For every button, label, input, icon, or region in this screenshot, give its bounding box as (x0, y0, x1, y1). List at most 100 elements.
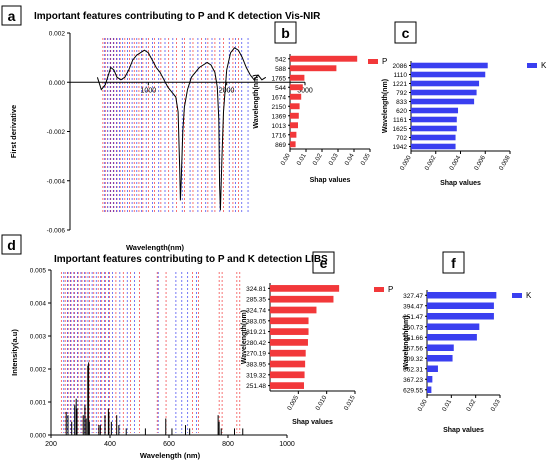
a-x-tick-label-1: 2000 (219, 87, 235, 94)
b-bar-5 (290, 103, 300, 110)
e-category-label-4: 819.21 (246, 329, 266, 336)
b-category-label-0: 542 (275, 56, 286, 63)
f-category-label-3: 250.73 (403, 324, 423, 331)
f-x-tick-label-0: 0.00 (417, 398, 429, 413)
c-category-label-1: 1110 (394, 72, 408, 79)
b-category-label-5: 2150 (272, 104, 287, 111)
b-category-label-9: 869 (275, 142, 286, 149)
f-bar-7 (427, 365, 438, 373)
c-bar-0 (411, 62, 488, 69)
b-x-tick-label-1: 0.01 (296, 152, 308, 167)
a-spectrum-line (96, 47, 267, 211)
e-bar-5 (270, 339, 308, 346)
e-category-label-8: 319.32 (246, 372, 266, 379)
b-bar-9 (290, 141, 296, 148)
e-bar-2 (270, 306, 317, 314)
e-legend-swatch (374, 287, 384, 292)
a-x-tick-label-0: 1000 (141, 87, 157, 94)
svg-text:f: f (451, 255, 456, 271)
a-x-axis-label: Wavelength(nm) (126, 243, 185, 252)
f-category-label-1: 394.47 (403, 303, 423, 310)
e-category-label-5: 280.42 (246, 340, 266, 347)
b-bar-1 (290, 65, 337, 72)
e-x-tick-label-0: 0.005 (286, 394, 300, 412)
f-bar-8 (427, 375, 433, 383)
c-category-label-4: 833 (396, 99, 407, 106)
charts-layer: 0.002 0.000 -0.002 -0.004 -0.006 1000 2000 3000… (9, 31, 547, 461)
b-category-label-3: 544 (275, 85, 286, 92)
b-bar-2 (290, 74, 305, 81)
f-bar-4 (427, 333, 477, 341)
c-legend-swatch (527, 63, 537, 68)
f-category-label-6: 309.32 (403, 356, 423, 363)
a-y-tick-label-0: 0.002 (49, 31, 66, 38)
e-bar-3 (270, 317, 309, 325)
panel-label-f: f (442, 251, 465, 274)
d-y-tick-label-0: 0.000 (30, 433, 47, 440)
c-x-tick-label-3: 0.006 (473, 154, 487, 172)
a-y-axis-label: First derivative (9, 105, 18, 158)
f-bar-1 (427, 302, 494, 310)
e-bar-4 (270, 328, 309, 335)
c-bar-5 (411, 107, 459, 114)
e-category-label-0: 324.81 (246, 286, 266, 293)
e-category-label-2: 324.74 (246, 308, 266, 315)
e-category-label-7: 383.95 (246, 362, 266, 369)
c-bar-1 (411, 71, 486, 78)
b-x-tick-label-0: 0.00 (280, 152, 292, 167)
c-x-tick-label-2: 0.004 (448, 154, 462, 172)
c-category-label-2: 1221 (393, 81, 408, 88)
f-legend-label: K (526, 291, 532, 300)
c-y-axis-label: Wavelength(nm) (382, 79, 389, 133)
f-category-label-9: 629.55 (403, 387, 423, 394)
c-bar-6 (411, 116, 457, 123)
d-x-tick-label-4: 1000 (279, 441, 295, 448)
svg-text:b: b (281, 25, 290, 41)
b-bar-7 (290, 122, 298, 129)
b-category-label-7: 1013 (272, 123, 287, 130)
f-y-axis-label: Wavelength(nm) (403, 315, 410, 369)
f-bar-0 (427, 291, 497, 299)
d-y-tick-label-4: 0.004 (30, 301, 47, 308)
b-legend-swatch (368, 59, 378, 64)
svg-text:e: e (320, 255, 328, 271)
c-x-tick-label-0: 0.000 (399, 154, 413, 172)
e-x-tick-label-1: 0.010 (314, 394, 328, 412)
c-bar-4 (411, 98, 475, 105)
c-category-label-3: 792 (396, 90, 407, 97)
svg-text:a: a (8, 8, 16, 24)
c-category-label-5: 620 (396, 108, 407, 115)
c-x-tick-label-1: 0.002 (424, 154, 438, 172)
panel-label-a: a (1, 5, 22, 26)
f-category-label-0: 327.47 (403, 293, 423, 300)
d-y-tick-label-2: 0.002 (30, 367, 47, 374)
title-bottom: Important features contributing to P and… (54, 254, 328, 265)
c-category-label-7: 1625 (393, 126, 408, 133)
a-y-tick-label-4: -0.006 (47, 228, 66, 235)
f-category-label-4: 251.66 (403, 335, 423, 342)
b-x-tick-label-3: 0.03 (328, 152, 340, 167)
b-category-label-2: 1765 (272, 75, 287, 82)
f-bar-9 (427, 386, 432, 394)
d-x-tick-label-0: 200 (45, 441, 57, 448)
c-category-label-6: 1161 (393, 117, 407, 124)
b-y-axis-label: Wavelength(nm) (253, 74, 260, 128)
b-bar-6 (290, 112, 299, 119)
c-x-tick-label-4: 0.008 (498, 154, 512, 172)
d-x-tick-label-3: 800 (222, 441, 234, 448)
b-x-axis-label: Shap values (310, 177, 351, 184)
c-x-axis-label: Shap values (440, 180, 481, 187)
c-bar-9 (411, 143, 456, 150)
b-category-label-8: 1716 (272, 132, 287, 139)
d-x-tick-label-1: 400 (104, 441, 116, 448)
f-category-label-8: 367.23 (403, 377, 423, 384)
f-x-axis-label: Shap values (443, 427, 484, 434)
b-x-tick-label-2: 0.02 (312, 152, 324, 167)
f-bar-3 (427, 323, 480, 331)
svg-text:c: c (402, 25, 410, 41)
e-category-label-6: 270.19 (246, 351, 266, 358)
f-category-label-7: 362.31 (403, 366, 423, 373)
a-y-tick-label-2: -0.002 (47, 129, 66, 136)
d-y-tick-label-1: 0.001 (30, 400, 47, 407)
